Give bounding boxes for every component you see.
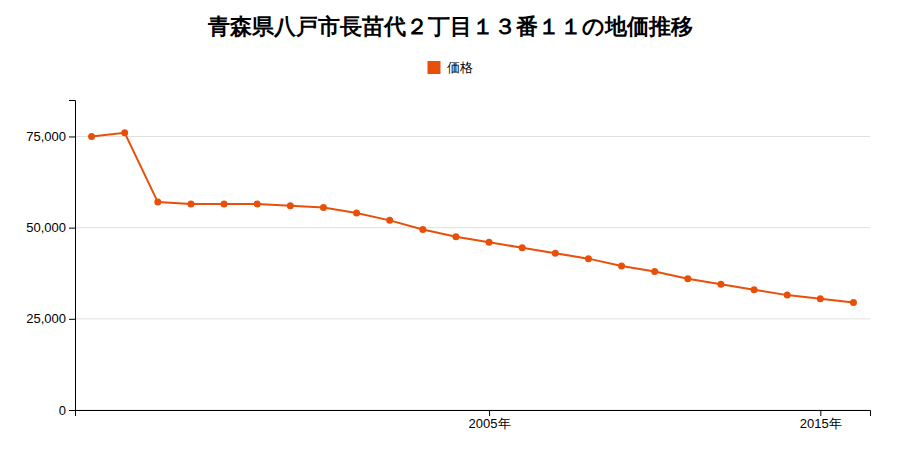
x-tick-mark bbox=[489, 410, 490, 416]
point bbox=[618, 262, 625, 269]
x-tick: 2005年 bbox=[469, 410, 511, 431]
y-tick-label: 25,000 bbox=[26, 311, 66, 326]
y-tick: 50,000 bbox=[26, 220, 75, 235]
y-tick-mark bbox=[69, 410, 75, 411]
grid bbox=[75, 136, 870, 410]
grid-line bbox=[75, 136, 870, 137]
y-tick-mark bbox=[69, 319, 75, 320]
y-tick: 25,000 bbox=[26, 311, 75, 326]
x-tick: 2015年 bbox=[800, 410, 842, 431]
point bbox=[784, 292, 791, 299]
point bbox=[452, 233, 459, 240]
point bbox=[519, 244, 526, 251]
x-tick-label: 2005年 bbox=[469, 416, 511, 431]
x-tick-mark bbox=[820, 410, 821, 416]
point bbox=[121, 129, 128, 136]
point bbox=[320, 204, 327, 211]
x-axis: 2005年 2015年 bbox=[76, 410, 871, 431]
markers bbox=[88, 129, 857, 306]
plot-area: 2005年 2015年 0 25,000 50,000 75,000 bbox=[26, 101, 870, 432]
y-tick: 75,000 bbox=[26, 129, 75, 144]
point bbox=[486, 239, 493, 246]
point bbox=[254, 200, 261, 207]
series-line bbox=[92, 133, 854, 303]
grid-line bbox=[75, 318, 870, 319]
point bbox=[585, 255, 592, 262]
chart-container: 2005年 2015年 0 25,000 50,000 75,000 青森県八戸市長苗代２丁… bbox=[0, 0, 900, 450]
y-tick-mark bbox=[69, 136, 75, 137]
point bbox=[751, 286, 758, 293]
y-axis-line bbox=[69, 101, 76, 411]
y-axis: 0 25,000 50,000 75,000 bbox=[26, 101, 75, 418]
point bbox=[684, 275, 691, 282]
point bbox=[717, 281, 724, 288]
point bbox=[353, 210, 360, 217]
point bbox=[651, 268, 658, 275]
point bbox=[287, 202, 294, 209]
point bbox=[187, 200, 194, 207]
point bbox=[552, 250, 559, 257]
y-tick-label: 0 bbox=[59, 403, 66, 418]
point bbox=[850, 299, 857, 306]
legend: 価格 bbox=[428, 60, 473, 75]
point bbox=[154, 199, 161, 206]
legend-item: 価格 bbox=[428, 60, 473, 75]
point bbox=[221, 200, 228, 207]
legend-swatch bbox=[428, 61, 441, 74]
point bbox=[88, 133, 95, 140]
point bbox=[419, 226, 426, 233]
x-tick-label: 2015年 bbox=[800, 416, 842, 431]
y-tick-label: 50,000 bbox=[26, 220, 66, 235]
x-axis-line bbox=[76, 411, 871, 417]
point bbox=[386, 217, 393, 224]
y-tick: 0 bbox=[59, 403, 75, 418]
chart-svg: 2005年 2015年 0 25,000 50,000 75,000 青森県八戸市長苗代２丁… bbox=[0, 0, 900, 450]
grid-line bbox=[75, 227, 870, 228]
data-layer bbox=[88, 129, 857, 306]
legend-label: 価格 bbox=[447, 60, 473, 75]
y-tick-mark bbox=[69, 228, 75, 229]
y-tick-label: 75,000 bbox=[26, 129, 66, 144]
title: 青森県八戸市長苗代２丁目１３番１１の地価推移 bbox=[207, 14, 693, 39]
point bbox=[817, 295, 824, 302]
